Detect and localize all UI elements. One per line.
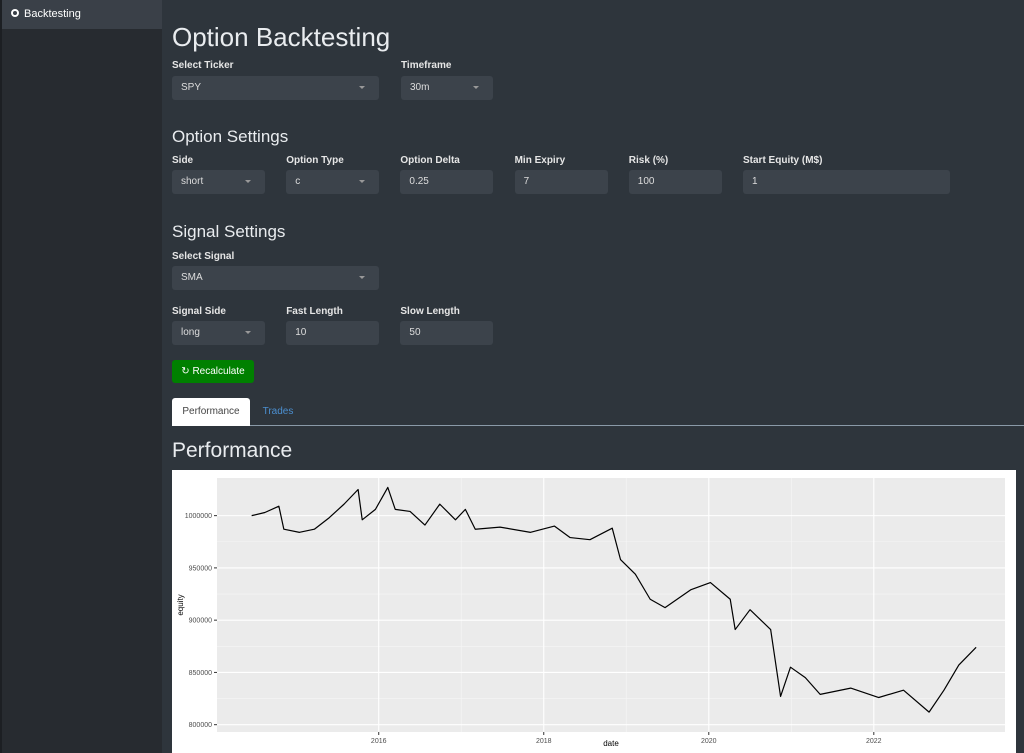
tab-active[interactable]: Performance bbox=[172, 398, 250, 426]
field-value: 1 bbox=[752, 176, 758, 187]
select[interactable]: SPY bbox=[172, 76, 379, 100]
chart: 800000 850000 900000 950000 1000000 2016 2018 2… bbox=[172, 470, 1016, 753]
field-value: 0.25 bbox=[409, 176, 429, 187]
x-tick-label: 2022 bbox=[866, 738, 882, 745]
search-icon bbox=[11, 9, 19, 17]
field-label: Option Type bbox=[286, 155, 344, 166]
field-label: Risk (%) bbox=[628, 155, 669, 166]
input[interactable]: 100 bbox=[628, 170, 722, 194]
field-label: Select Signal bbox=[172, 251, 235, 262]
select[interactable]: SMA bbox=[172, 266, 379, 290]
input[interactable]: 7 bbox=[514, 170, 608, 194]
y-axis-title: equity bbox=[176, 594, 185, 615]
input[interactable]: 10 bbox=[286, 321, 380, 345]
y-tick-label: 800000 bbox=[189, 722, 212, 729]
y-tick-label: 950000 bbox=[189, 565, 212, 572]
page-title: Option Backtesting bbox=[172, 22, 391, 52]
button-label: Recalculate bbox=[192, 366, 245, 377]
select[interactable]: long bbox=[172, 321, 265, 345]
tab[interactable]: Trades bbox=[262, 406, 294, 417]
nav-label: Backtesting bbox=[24, 8, 81, 20]
field-label: Min Expiry bbox=[514, 155, 566, 166]
field-value: 50 bbox=[409, 327, 421, 338]
section-title: Signal Settings bbox=[172, 222, 286, 241]
caret bbox=[245, 331, 251, 334]
sidebar: Backtesting bbox=[0, 0, 162, 753]
x-tick-label: 2020 bbox=[701, 738, 717, 745]
field-label: Fast Length bbox=[286, 306, 343, 317]
field-value: 7 bbox=[523, 176, 530, 187]
field-label: Timeframe bbox=[401, 60, 452, 71]
field-label: Option Delta bbox=[400, 155, 460, 166]
select-value: SMA bbox=[181, 272, 203, 283]
x-tick-label: 2016 bbox=[371, 738, 387, 745]
field-label: Side bbox=[172, 155, 194, 166]
y-tick-label: 900000 bbox=[189, 618, 212, 625]
caret bbox=[245, 180, 251, 183]
y-tick-label: 1000000 bbox=[185, 513, 212, 520]
caret bbox=[359, 180, 366, 183]
field-label: Select Ticker bbox=[172, 60, 234, 71]
section-title: Performance bbox=[172, 439, 293, 462]
nav-item[interactable]: Backtesting bbox=[2, 0, 162, 29]
input[interactable]: 50 bbox=[400, 321, 494, 345]
field-value: long bbox=[181, 327, 200, 338]
field-label: Start Equity (M$) bbox=[743, 155, 823, 166]
select-value: SPY bbox=[181, 82, 202, 93]
field-label: Slow Length bbox=[400, 306, 460, 317]
recalculate-button[interactable]: ↻ Recalculate bbox=[172, 360, 254, 383]
select[interactable]: short bbox=[172, 170, 265, 194]
field-value: 100 bbox=[637, 176, 655, 187]
field-label: Signal Side bbox=[172, 306, 226, 317]
field-value: short bbox=[181, 176, 204, 187]
field-value: c bbox=[295, 176, 301, 187]
equity-line bbox=[251, 486, 977, 713]
y-tick-label: 850000 bbox=[189, 670, 212, 677]
select[interactable]: 30m bbox=[401, 76, 493, 100]
input[interactable]: 0.25 bbox=[400, 170, 494, 194]
field-value: 10 bbox=[295, 327, 307, 338]
x-axis-title: date bbox=[603, 739, 619, 748]
section-title: Option Settings bbox=[172, 127, 289, 146]
x-tick-label: 2018 bbox=[536, 738, 552, 745]
select[interactable]: c bbox=[286, 170, 380, 194]
tab-border bbox=[172, 425, 1024, 426]
select-value: 30m bbox=[410, 82, 430, 93]
input[interactable]: 1 bbox=[743, 170, 950, 194]
